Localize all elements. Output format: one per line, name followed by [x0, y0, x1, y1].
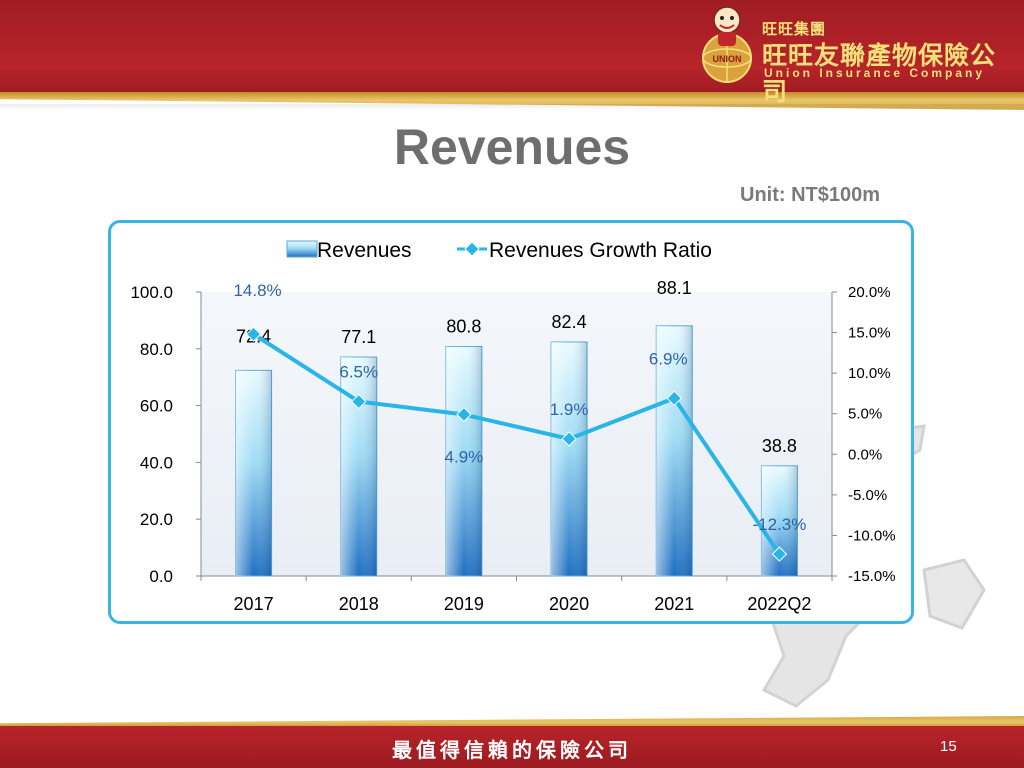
revenue-bar-shade [340, 357, 377, 576]
x-axis-category-label: 2021 [654, 594, 694, 614]
header-shadow [0, 104, 1024, 110]
growth-ratio-data-label: 6.9% [649, 349, 688, 368]
x-axis-category-label: 2020 [549, 594, 589, 614]
left-axis-tick-label: 100.0 [130, 283, 173, 302]
legend-label-revenues: Revenues [317, 239, 412, 262]
footer-band [0, 726, 1024, 768]
right-axis-tick-label: -10.0% [848, 527, 896, 544]
x-axis-category-label: 2017 [234, 594, 274, 614]
logo-emblem-text: UNION [713, 54, 742, 64]
chart-frame: 0.0 20.0 40.0 60.0 80.0 100.0 -15.0% -10.0% -5.0… [108, 220, 914, 624]
company-logo: UNION 旺旺集團 旺旺友聯產物保險公司 Union Insurance Co… [696, 2, 1016, 106]
left-axis-tick-label: 60.0 [140, 397, 173, 416]
growth-ratio-marker [245, 326, 262, 342]
x-axis-category-label: 2018 [339, 594, 379, 614]
brand-group-name: 旺旺集團 [762, 20, 827, 38]
growth-ratio-data-label: -12.3% [752, 515, 806, 534]
brand-company-cn: 旺旺友聯產物保險公司 [762, 41, 997, 106]
footer-slogan: 最值得信賴的保險公司 [392, 738, 632, 762]
mascot-globe-icon: UNION [702, 6, 752, 83]
revenue-bar-shade [551, 341, 588, 576]
revenue-data-label: 80.8 [446, 317, 481, 337]
growth-ratio-data-label: 4.9% [445, 448, 484, 467]
growth-ratio-marker [456, 406, 472, 423]
right-axis-tick-label: 10.0% [848, 365, 891, 382]
legend-label-growth-ratio: Revenues Growth Ratio [489, 239, 712, 262]
revenue-bar-shade [445, 346, 482, 576]
right-axis-tick-label: -15.0% [848, 568, 896, 585]
slide-title: Revenues [393, 119, 631, 175]
growth-ratio-marker [351, 393, 367, 410]
growth-ratio-line [252, 332, 782, 556]
revenue-data-label: 38.8 [762, 436, 797, 456]
left-axis-tick-label: 40.0 [140, 453, 173, 472]
revenue-data-label: 77.1 [341, 327, 376, 347]
brand-company-en: Union Insurance Company [764, 66, 986, 80]
right-axis-tick-label: -5.0% [848, 487, 887, 504]
right-axis-tick-label: 5.0% [848, 406, 882, 423]
legend-swatch-growth-marker [464, 241, 480, 257]
revenue-data-label: 82.4 [552, 312, 587, 332]
legend-swatch-revenues [286, 240, 318, 258]
x-axis-category-label: 2022Q2 [747, 594, 811, 614]
growth-ratio-marker [771, 546, 788, 562]
header-band [0, 0, 1024, 96]
revenue-bar-shade [656, 325, 693, 576]
plot-area [201, 292, 832, 576]
right-axis-tick-label: 20.0% [848, 284, 891, 301]
page-number: 15 [940, 738, 957, 755]
growth-ratio-data-label: 6.5% [339, 363, 378, 382]
left-axis-tick-label: 80.0 [140, 340, 173, 359]
growth-ratio-marker [561, 431, 577, 447]
revenue-data-label: 88.1 [657, 278, 692, 298]
unit-label: Unit: NT$100m [740, 184, 881, 206]
x-axis-category-label: 2019 [444, 594, 484, 614]
growth-ratio-data-label: 14.8% [233, 281, 281, 300]
growth-ratio-data-label: 1.9% [550, 400, 589, 419]
left-axis-tick-label: 0.0 [149, 567, 173, 586]
right-axis-tick-label: 15.0% [848, 325, 891, 342]
revenue-chart: 0.0 20.0 40.0 60.0 80.0 100.0 -15.0% -10.0% -5.0… [130, 239, 896, 614]
revenue-bar-shade [235, 370, 272, 576]
left-axis-tick-label: 20.0 [140, 510, 173, 529]
growth-ratio-marker [666, 390, 682, 407]
right-axis-tick-label: 0.0% [848, 446, 882, 463]
